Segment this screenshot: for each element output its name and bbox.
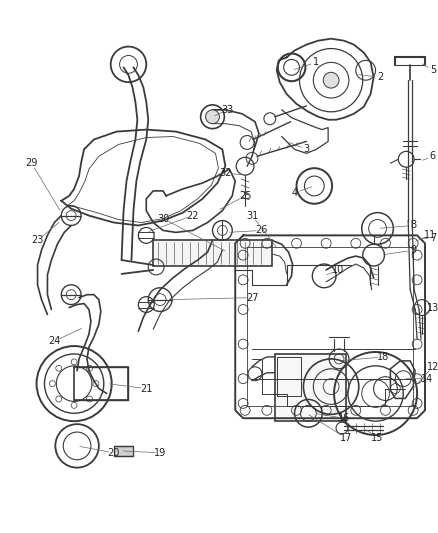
Text: 25: 25	[239, 191, 251, 201]
Text: 11: 11	[424, 230, 436, 240]
Text: 32: 32	[219, 168, 232, 178]
Text: 14: 14	[421, 374, 433, 384]
Bar	[275, 354, 346, 421]
Text: 4: 4	[291, 188, 297, 198]
Text: 8: 8	[410, 221, 416, 230]
Text: 21: 21	[140, 384, 152, 393]
Bar	[74, 367, 128, 400]
Text: 23: 23	[32, 235, 44, 245]
Text: 10: 10	[332, 265, 344, 275]
Text: 16: 16	[338, 413, 350, 423]
Circle shape	[205, 110, 219, 124]
Text: 15: 15	[371, 433, 384, 443]
Text: 20: 20	[107, 448, 120, 458]
Bar	[277, 357, 301, 397]
Text: 27: 27	[246, 293, 258, 303]
Text: 30: 30	[157, 214, 169, 223]
Text: 18: 18	[378, 352, 390, 362]
Text: 29: 29	[25, 158, 38, 168]
Text: 12: 12	[427, 362, 438, 372]
Text: 13: 13	[427, 303, 438, 312]
Bar	[153, 240, 272, 266]
Text: 3: 3	[304, 144, 310, 155]
Text: 33: 33	[221, 105, 233, 115]
Text: 2: 2	[378, 72, 384, 82]
Text: 22: 22	[187, 211, 199, 221]
Bar	[114, 446, 134, 456]
Text: 7: 7	[430, 233, 436, 244]
Text: 1: 1	[313, 58, 319, 67]
Text: 17: 17	[340, 433, 352, 443]
Circle shape	[323, 72, 339, 88]
Text: 24: 24	[48, 336, 60, 346]
Text: 26: 26	[256, 225, 268, 236]
Text: 9: 9	[410, 245, 416, 255]
Text: 6: 6	[430, 151, 436, 161]
Text: 19: 19	[154, 448, 166, 458]
Text: 5: 5	[430, 66, 436, 75]
Text: 31: 31	[246, 211, 258, 221]
